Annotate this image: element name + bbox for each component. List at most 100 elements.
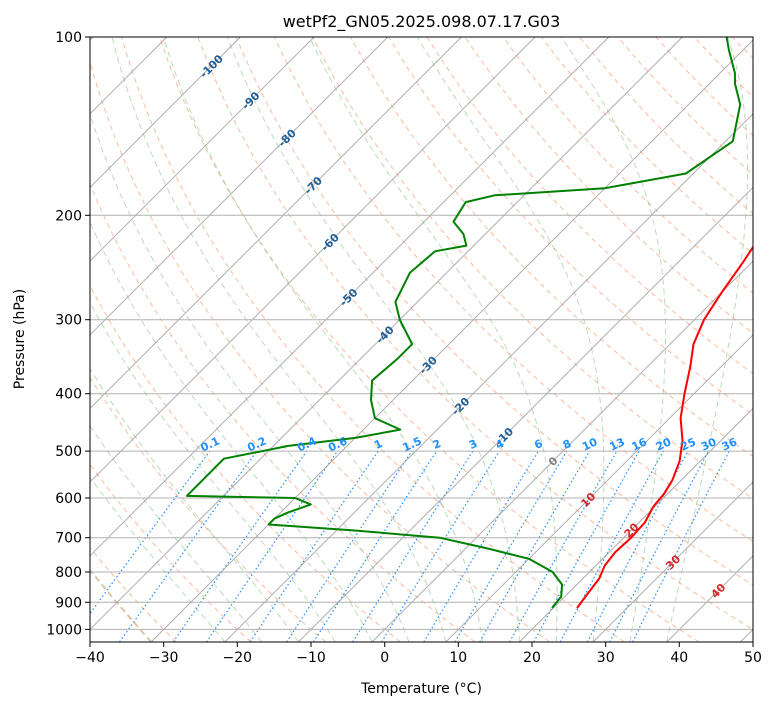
reference-curve — [90, 568, 152, 642]
dry-adiabat-line — [90, 60, 551, 642]
moist-adiabat-line — [162, 37, 484, 642]
isotherm-line — [150, 39, 753, 642]
dry-adiabat-line — [388, 37, 753, 416]
isotherm-label: -80 — [276, 126, 299, 149]
y-tick-label: 1000 — [46, 622, 82, 638]
dry-adiabat-line — [90, 182, 476, 642]
moist-adiabat-line — [226, 37, 520, 642]
mixing-ratio-line — [205, 450, 338, 642]
y-tick-label: 800 — [55, 565, 82, 581]
mixing-ratio-line — [90, 450, 211, 615]
dry-adiabat-line — [541, 37, 753, 254]
mixing-ratio-line — [312, 450, 438, 642]
mixing-ratio-line — [381, 450, 501, 642]
mixing-ratio-label: 3 — [467, 437, 479, 452]
dry-adiabat-line — [90, 376, 327, 642]
x-tick-label: −30 — [149, 650, 179, 666]
y-tick-label: 600 — [55, 491, 82, 507]
mixing-ratio-label: 36 — [720, 435, 740, 453]
dry-adiabat-line — [90, 463, 252, 642]
x-tick-label: 50 — [744, 650, 762, 666]
isotherm-line — [90, 37, 536, 483]
y-tick-label: 500 — [55, 444, 82, 460]
y-tick-label: 100 — [55, 30, 82, 46]
isotherm-line — [519, 407, 753, 642]
chart-title: wetPf2_GN05.2025.098.07.17.G03 — [283, 12, 561, 32]
y-tick-label: 700 — [55, 531, 82, 547]
background-lines — [90, 37, 775, 642]
isotherm-label: -100 — [197, 52, 226, 81]
x-tick-label: 20 — [523, 650, 541, 666]
isotherm-line — [666, 555, 753, 642]
series-lines — [185, 37, 753, 609]
moist-adiabat-line — [90, 112, 410, 642]
sounding-line — [576, 245, 753, 609]
x-tick-label: −10 — [296, 650, 326, 666]
mixing-ratio-line — [286, 450, 413, 642]
mixing-ratio-line — [249, 450, 379, 642]
grid — [90, 37, 753, 642]
x-tick-label: 10 — [449, 650, 467, 666]
x-axis-ticks: −40 −30 −20 −10 0 10 20 30 40 50 — [75, 642, 762, 666]
mixing-ratio-label: 30 — [699, 435, 719, 453]
dry-adiabat-line — [197, 37, 753, 630]
moist-adiabat-line — [111, 37, 447, 642]
mixing-ratio-line — [509, 450, 618, 642]
moist-adiabat-line — [90, 220, 373, 642]
mixing-ratio-label: 25 — [679, 435, 698, 453]
dry-adiabat-line — [159, 37, 700, 642]
sounding-line — [185, 37, 742, 609]
isotherm-line — [371, 260, 753, 642]
isotherm-line — [90, 37, 241, 189]
isotherm-line — [90, 37, 462, 410]
y-axis-label: Pressure (hPa) — [12, 289, 28, 389]
x-tick-label: 30 — [597, 650, 615, 666]
dry-adiabat-line — [502, 37, 753, 294]
isotherm-label: -70 — [302, 174, 325, 197]
dry-adiabat-line — [350, 37, 753, 458]
isotherm-line — [298, 186, 753, 642]
mixing-ratio-line — [172, 450, 308, 642]
y-axis-ticks: 100 200 300 400 500 600 700 800 900 1000 — [46, 30, 90, 638]
plot-frame — [89, 36, 754, 643]
moist-adiabat-line — [416, 37, 605, 642]
mixing-ratio-line — [352, 450, 474, 642]
x-tick-label: −40 — [75, 650, 105, 666]
dry-adiabat-line — [693, 37, 753, 98]
mixing-ratio-line — [454, 450, 568, 642]
isotherm-label: 0 — [546, 454, 561, 469]
y-tick-label: 400 — [55, 387, 82, 403]
dry-adiabat-line — [770, 37, 775, 642]
x-tick-label: 0 — [380, 650, 389, 666]
mixing-ratio-label: 2 — [431, 437, 443, 452]
mixing-ratio-label: 20 — [654, 435, 674, 453]
isotherm-line — [90, 37, 610, 557]
isotherm-line — [90, 37, 389, 336]
mixing-ratio-line — [559, 450, 664, 642]
x-axis-label: Temperature (°C) — [360, 681, 482, 697]
isotherm-line — [445, 334, 753, 642]
dry-adiabat-line — [121, 37, 625, 642]
y-tick-label: 900 — [55, 595, 82, 611]
dry-adiabat-line — [655, 37, 753, 137]
mixing-ratio-label: 16 — [630, 435, 650, 453]
dry-adiabat-line — [235, 37, 753, 586]
y-tick-label: 200 — [55, 208, 82, 224]
mixing-ratio-label: 10 — [580, 435, 600, 453]
isotherm-line — [90, 37, 683, 631]
moist-adiabat-line — [666, 37, 749, 642]
isotherm-line — [90, 37, 315, 262]
mixing-ratio-label: 13 — [607, 435, 626, 453]
moist-adiabat-line — [90, 301, 336, 642]
mixing-ratio-label: 1 — [372, 437, 384, 452]
x-tick-label: 40 — [670, 650, 688, 666]
isotherm-label: -40 — [374, 323, 397, 346]
isotherm-line — [224, 113, 753, 642]
dry-adiabat-line — [90, 546, 177, 642]
mixing-ratio-line — [119, 450, 258, 642]
x-tick-label: −20 — [223, 650, 253, 666]
y-tick-label: 300 — [55, 313, 82, 329]
moist-adiabat-line — [90, 424, 262, 642]
moist-adiabat-line — [90, 476, 226, 642]
